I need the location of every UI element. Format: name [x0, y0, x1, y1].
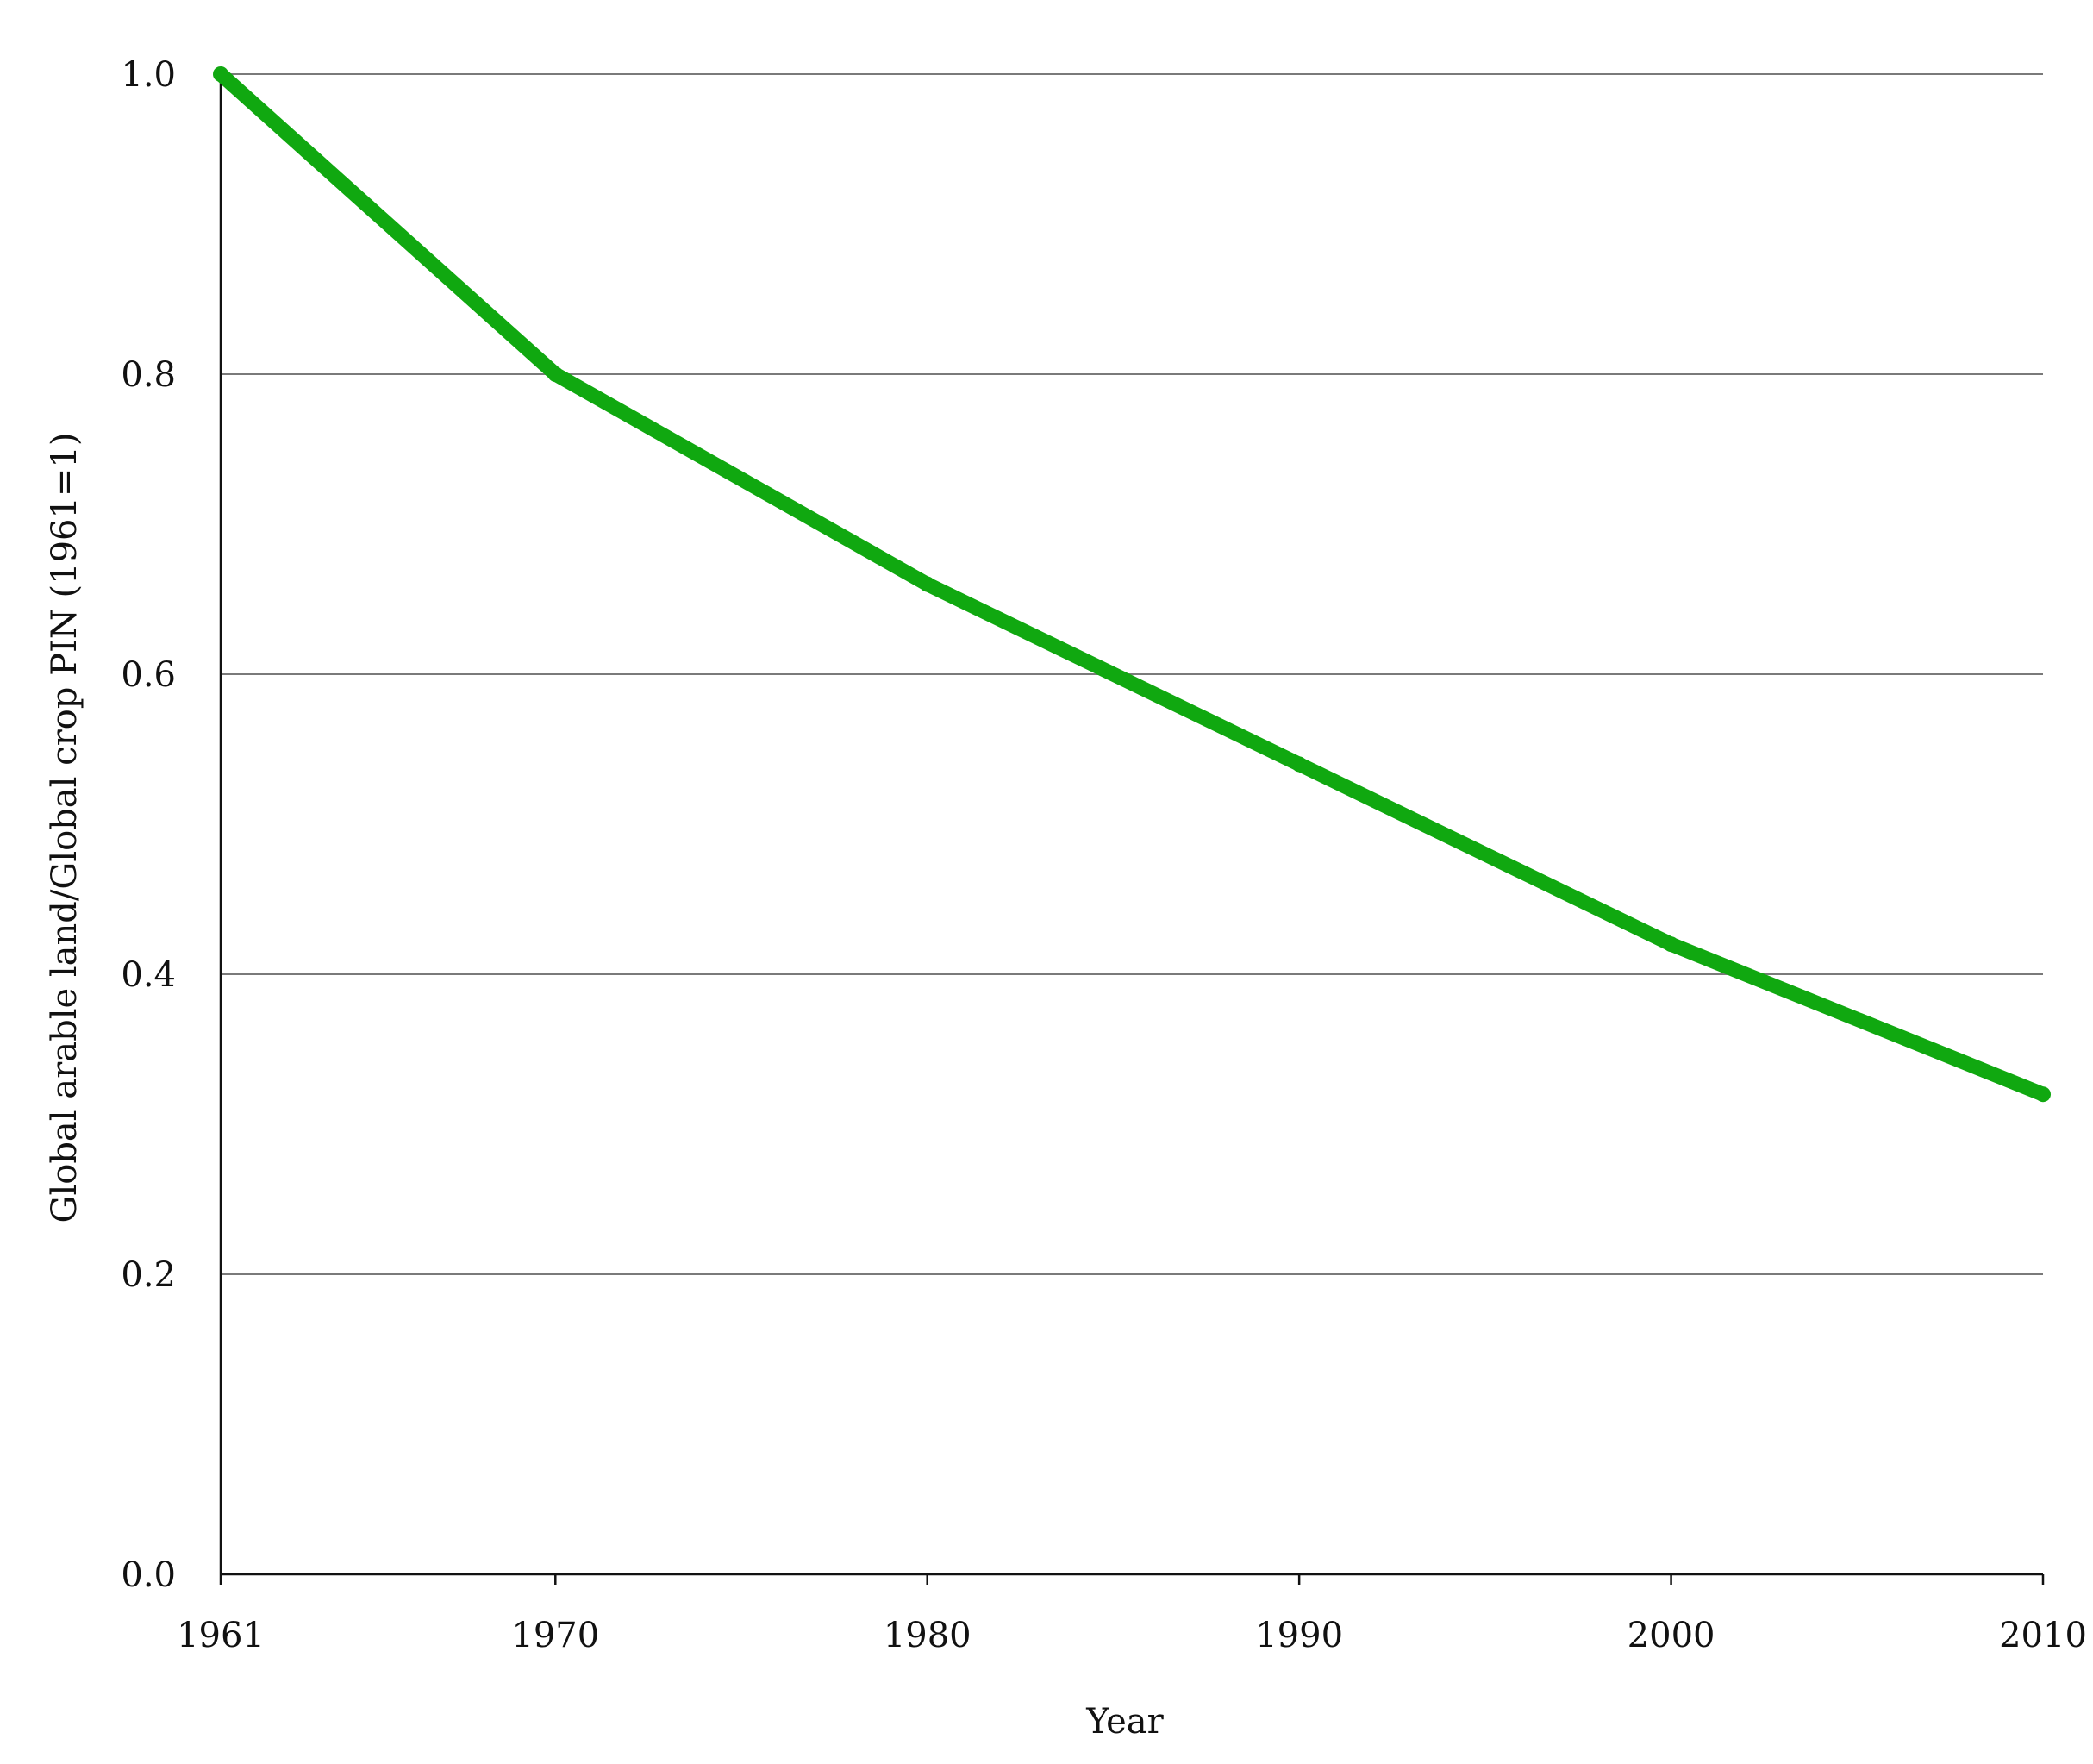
x-tick-label: 1990	[1255, 1616, 1343, 1655]
y-tick-label: 0.8	[121, 355, 176, 395]
y-tick-label: 1.0	[121, 55, 176, 95]
y-tick-label: 0.2	[121, 1255, 176, 1295]
y-axis-title: Global arable land/Global crop PIN (1961…	[45, 433, 84, 1223]
y-tick-label: 0.0	[121, 1555, 176, 1595]
x-tick-label: 1980	[884, 1616, 972, 1655]
data-point	[1291, 756, 1308, 773]
data-point	[547, 366, 564, 382]
data-point	[2035, 1086, 2051, 1103]
x-tick-label: 1970	[511, 1616, 599, 1655]
grid-lines	[221, 73, 2043, 1275]
x-tick-labels: 1961 1970 1980 1990 2000 2010	[177, 1616, 2087, 1655]
series-group	[213, 66, 2051, 1103]
axes	[219, 74, 2045, 1585]
x-tick-label: 2000	[1628, 1616, 1715, 1655]
data-point	[1663, 936, 1679, 953]
data-point	[919, 576, 935, 592]
series-line-0	[213, 66, 2051, 1102]
y-tick-label: 0.4	[121, 955, 176, 995]
x-axis-title: Year	[1085, 1702, 1164, 1742]
x-tick-label: 1961	[177, 1616, 265, 1655]
y-tick-label: 0.6	[121, 655, 176, 695]
y-tick-labels: 0.0 0.2 0.4 0.6 0.8 1.0	[121, 55, 176, 1595]
x-tick-label: 2010	[1999, 1616, 2087, 1655]
data-point	[213, 66, 228, 82]
